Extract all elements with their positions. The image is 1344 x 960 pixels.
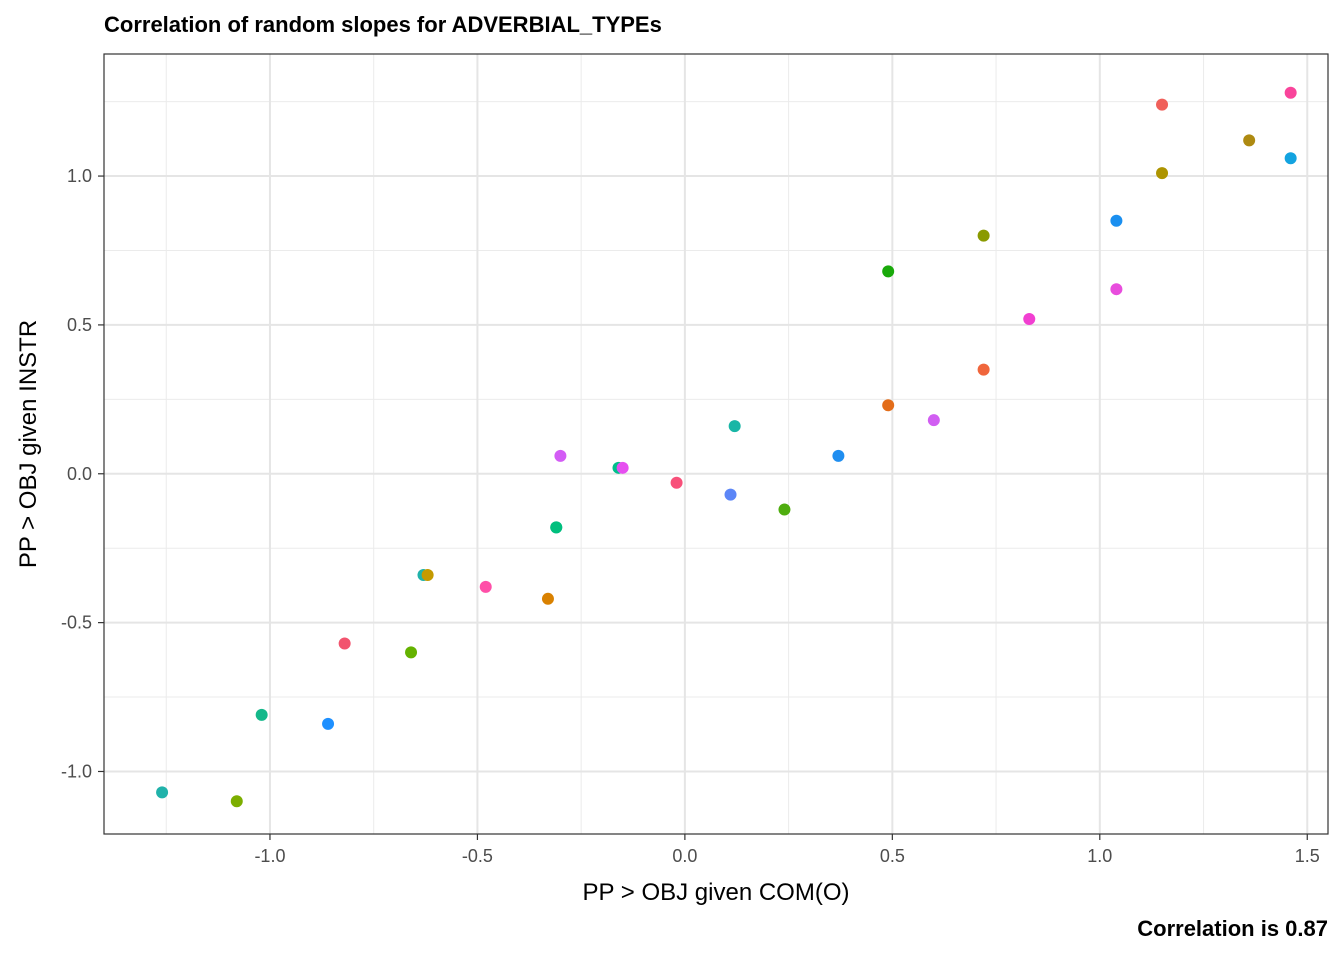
data-point [1284,152,1297,165]
x-tick-label: -1.0 [254,846,285,866]
data-point [405,646,418,659]
y-tick-label: 1.0 [67,166,92,186]
y-tick-label: -0.5 [61,613,92,633]
y-axis-title: PP > OBJ given INSTR [15,320,42,568]
data-point [616,461,629,474]
x-tick-label: 1.5 [1295,846,1320,866]
data-point [1110,214,1123,227]
y-tick-label: 0.0 [67,464,92,484]
data-point [255,708,268,721]
x-axis-title: PP > OBJ given COM(O) [583,879,850,906]
data-point [322,717,335,730]
data-point [1110,283,1123,296]
data-point [156,786,169,799]
chart-title: Correlation of random slopes for ADVERBI… [104,12,662,37]
data-point [977,229,990,242]
x-tick-label: 0.0 [672,846,697,866]
data-point [554,449,567,462]
data-point [1156,98,1169,111]
data-point [670,476,683,489]
data-point [1156,167,1169,180]
y-tick-label: -1.0 [61,761,92,781]
data-point [550,521,563,534]
data-point [338,637,351,650]
grid-lines [104,54,1328,834]
data-point [479,580,492,593]
correlation-caption: Correlation is 0.87 [1137,916,1328,941]
x-tick-label: 1.0 [1087,846,1112,866]
data-point [1284,86,1297,99]
x-tick-label: -0.5 [462,846,493,866]
data-point [882,399,895,412]
x-tick-label: 0.5 [880,846,905,866]
data-point [832,449,845,462]
data-points [156,86,1297,808]
data-point [541,592,554,605]
data-point [1243,134,1256,147]
data-point [882,265,895,278]
panel-border [103,53,1329,835]
data-point [724,488,737,501]
y-tick-label: 0.5 [67,315,92,335]
data-point [977,363,990,376]
axis-ticks: -1.0 -0.5 0.0 0.5 1.0 1.5 -1.0 -0.5 0.0 0.5 1.0 [61,166,1320,866]
data-point [421,568,434,581]
data-point [778,503,791,516]
data-point [927,414,940,427]
data-point [1023,312,1036,325]
data-point [728,420,741,433]
data-point [230,795,243,808]
